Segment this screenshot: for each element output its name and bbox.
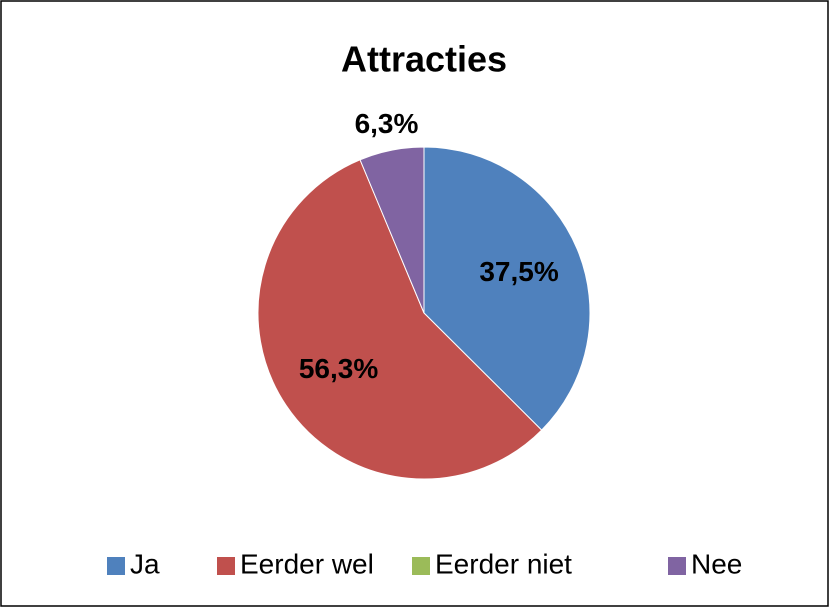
pie-slice bbox=[257, 159, 543, 480]
legend-swatch bbox=[668, 557, 686, 575]
legend-swatch bbox=[412, 557, 430, 575]
legend-label: Eerder niet bbox=[435, 548, 572, 579]
legend-label: Nee bbox=[691, 548, 742, 579]
pie-slice bbox=[359, 146, 425, 314]
pie-slice bbox=[423, 146, 591, 431]
legend-label: Ja bbox=[130, 548, 160, 579]
chart-title: Attracties bbox=[341, 39, 507, 80]
data-label: 6,3% bbox=[355, 108, 419, 139]
legend-swatch bbox=[107, 557, 125, 575]
data-label: 37,5% bbox=[479, 256, 558, 287]
legend-swatch bbox=[217, 557, 235, 575]
data-label: 56,3% bbox=[299, 353, 378, 384]
legend-label: Eerder wel bbox=[240, 548, 374, 579]
